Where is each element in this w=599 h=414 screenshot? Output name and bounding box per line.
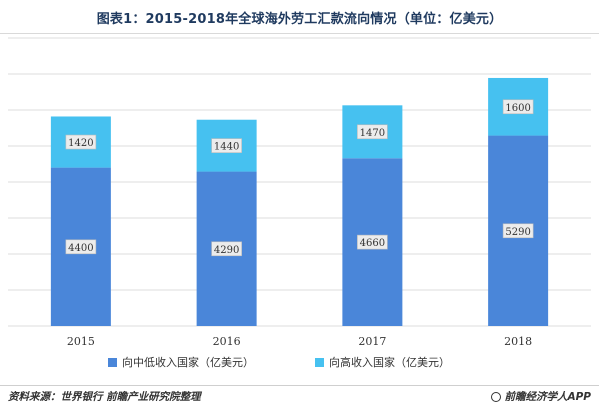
x-tick-label: 2018	[504, 335, 532, 348]
brand-text: 前瞻经济学人APP	[504, 391, 591, 403]
x-tick-label: 2015	[67, 335, 95, 348]
x-tick-label: 2017	[358, 335, 386, 348]
source-note: 资料来源：世界银行 前瞻产业研究院整理	[8, 391, 201, 403]
data-label-box	[211, 241, 242, 257]
data-label-box	[502, 99, 534, 115]
data-label-box	[502, 223, 534, 239]
data-label: 4400	[68, 243, 93, 254]
data-label: 1470	[360, 128, 385, 139]
data-label-box	[65, 134, 97, 150]
legend-label: 向高收入国家（亿美元）	[329, 355, 450, 369]
brand-label: 前瞻经济学人APP	[491, 389, 591, 404]
title-divider	[0, 33, 599, 34]
x-tick-label: 2016	[213, 335, 241, 348]
data-label: 1600	[505, 103, 530, 114]
legend-swatch	[315, 358, 324, 367]
data-label-box	[65, 239, 97, 255]
data-label-box	[211, 138, 242, 153]
data-label-box	[357, 124, 388, 140]
legend-label: 向中低收入国家（亿美元）	[122, 355, 254, 369]
data-label: 5290	[505, 227, 530, 238]
data-label: 1440	[214, 142, 239, 153]
data-label: 4290	[214, 245, 239, 256]
data-label-box	[357, 234, 388, 250]
data-label: 4660	[360, 238, 385, 249]
chart-title: 图表1：2015-2018年全球海外劳工汇款流向情况（单位：亿美元）	[96, 12, 503, 27]
legend-swatch	[108, 358, 117, 367]
data-label: 1420	[68, 138, 93, 149]
brand-logo-icon	[491, 392, 502, 402]
stacked-bar-chart: 4400 1420 2015 4290 1440 2016 4660 1470 2017 5290…	[8, 37, 591, 369]
footer-divider	[0, 385, 599, 386]
